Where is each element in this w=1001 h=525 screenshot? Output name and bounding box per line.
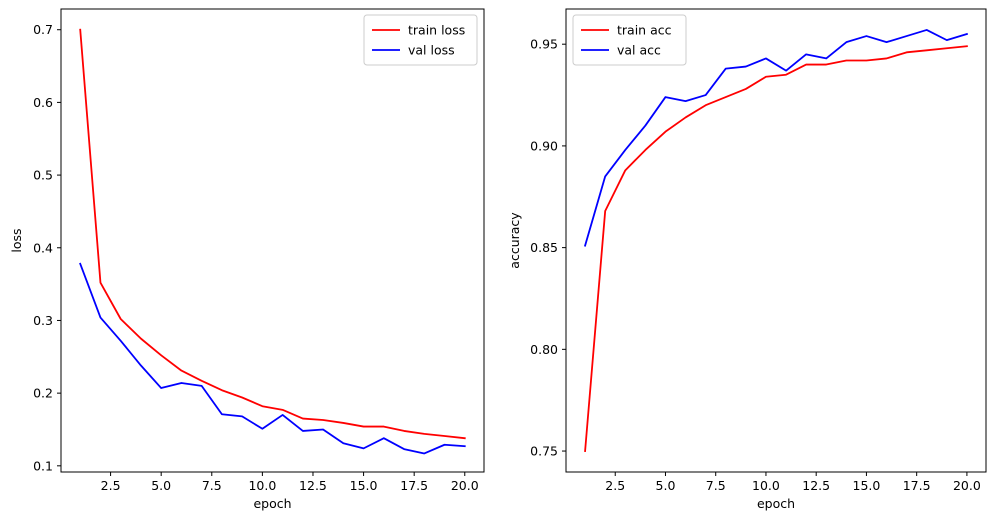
series-line-train-acc (584, 45, 968, 453)
y-tick-label: 0.1 (33, 458, 53, 473)
series-line-val-acc (583, 29, 969, 247)
x-tick-label: 2.5 (605, 478, 625, 493)
y-axis-label: loss (9, 228, 24, 252)
x-tick-label: 17.5 (400, 478, 428, 493)
legend-frame (363, 14, 478, 66)
subplot-2: 2.5 5.0 7.5 10.0 12.5 15.0 17.5 20.0 0.75 0.80 0.8… (507, 8, 987, 511)
legend: train acc val acc (572, 14, 687, 66)
axes-frame (60, 8, 485, 473)
series-line-train-loss (79, 28, 466, 440)
y-tick-label: 0.75 (530, 444, 558, 459)
legend-entry-label: val acc (617, 43, 661, 58)
x-tick-label: 5.0 (151, 478, 171, 493)
y-tick-label: 0.3 (33, 313, 53, 328)
legend-entry-label: train loss (408, 23, 465, 38)
x-axis-label: epoch (757, 496, 795, 511)
x-tick-label: 5.0 (656, 478, 676, 493)
x-tick-label: 7.5 (706, 478, 726, 493)
y-axis-label: accuracy (507, 212, 522, 269)
x-tick-label: 2.5 (101, 478, 121, 493)
x-tick-label: 20.0 (953, 478, 981, 493)
axes-frame (565, 8, 987, 473)
y-tick-label: 0.95 (530, 37, 558, 52)
x-tick-label: 17.5 (903, 478, 931, 493)
x-tick-label: 15.0 (853, 478, 881, 493)
x-tick-label: 12.5 (299, 478, 327, 493)
y-tick-label: 0.80 (530, 342, 558, 357)
legend: train loss val loss (363, 14, 478, 66)
x-tick-label: 10.0 (248, 478, 276, 493)
x-axis-label: epoch (253, 496, 291, 511)
y-tick-label: 0.5 (33, 168, 53, 183)
legend-entry-label: val loss (408, 43, 455, 58)
x-tick-label: 7.5 (202, 478, 222, 493)
x-tick-label: 20.0 (451, 478, 479, 493)
y-tick-label: 0.85 (530, 240, 558, 255)
legend-frame (572, 14, 687, 66)
y-tick-label: 0.7 (33, 22, 53, 37)
y-tick-label: 0.4 (33, 240, 53, 255)
subplot-1: 2.5 5.0 7.5 10.0 12.5 15.0 17.5 20.0 0.1 0.2 0.3 0.… (9, 8, 485, 511)
legend-entry-label: train acc (617, 23, 672, 38)
y-tick-label: 0.2 (33, 386, 53, 401)
y-tick-label: 0.6 (33, 95, 53, 110)
x-tick-label: 12.5 (802, 478, 830, 493)
x-tick-label: 15.0 (350, 478, 378, 493)
series-line-val-loss (79, 262, 466, 455)
x-tick-label: 10.0 (752, 478, 780, 493)
y-tick-label: 0.90 (530, 138, 558, 153)
